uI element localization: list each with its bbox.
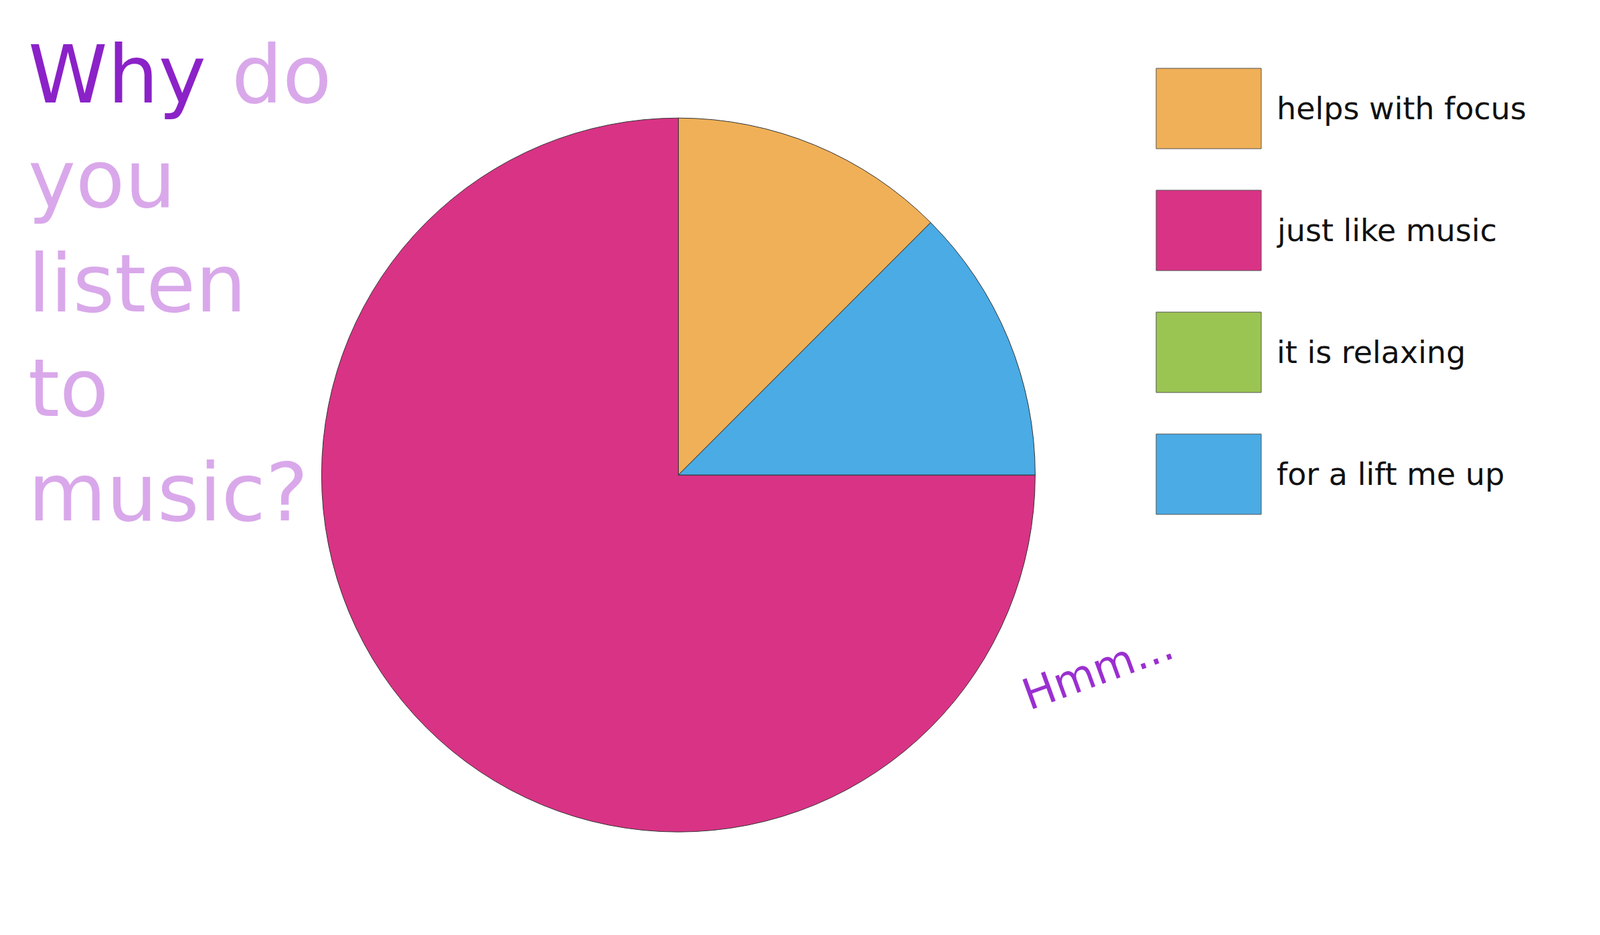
- svg-text:helps with focus: helps with focus: [1276, 90, 1527, 127]
- svg-text:it is relaxing: it is relaxing: [1276, 334, 1466, 371]
- svg-text:Why doyoulistentomusic?: Why doyoulistentomusic?: [28, 28, 332, 539]
- svg-text:just like music: just like music: [1276, 212, 1497, 249]
- svg-text:for a lift me up: for a lift me up: [1276, 455, 1505, 493]
- svg-text:Hmm...: Hmm...: [1015, 619, 1180, 720]
